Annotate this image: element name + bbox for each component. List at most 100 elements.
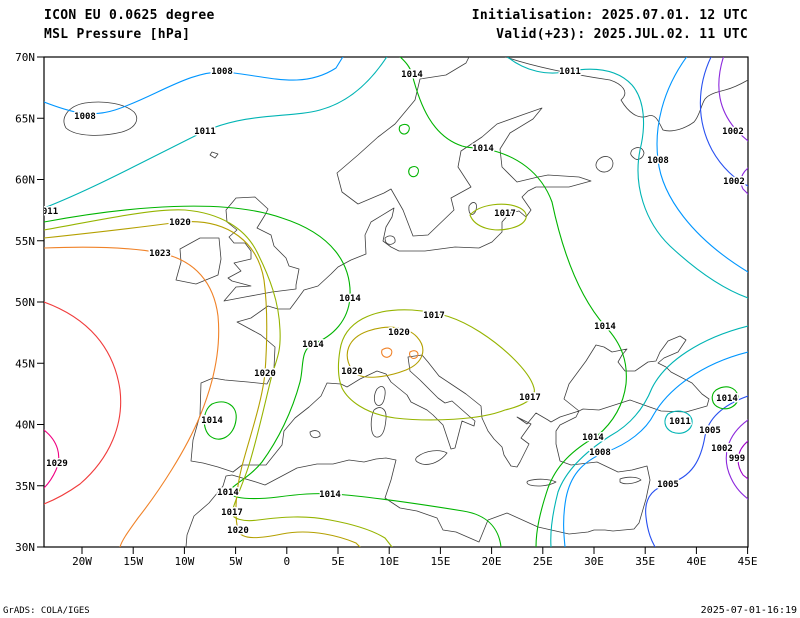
lon-tick-label: 45E — [738, 555, 758, 568]
coast-crete — [526, 478, 557, 487]
isobar-1023 — [381, 347, 393, 358]
lat-tick-label: 70N — [15, 51, 35, 64]
isobar-1011 — [44, 57, 388, 209]
lat-tick-label: 55N — [15, 235, 35, 248]
isobar-1017 — [469, 203, 527, 231]
lon-tick-label: 20E — [482, 555, 502, 568]
coast-zealand — [384, 235, 396, 245]
lon-tick-label: 0 — [283, 555, 290, 568]
lon-tick-label: 5W — [229, 555, 243, 568]
isobar-1002 — [740, 167, 748, 195]
valid-time: Valid(+23): 2025.JUL.02. 11 UTC — [496, 27, 748, 42]
map-frame — [43, 56, 749, 548]
isobar-1014 — [408, 166, 419, 178]
contour-label: 1011 — [559, 67, 581, 77]
lon-tick-label: 5E — [331, 555, 344, 568]
contour-label: 1014 — [339, 294, 361, 304]
contour-label: 1002 — [722, 127, 744, 137]
contour-label: 1014 — [401, 70, 423, 80]
lon-tick-label: 20W — [72, 555, 92, 568]
isobar-1017 — [337, 309, 535, 421]
contour-label: 011 — [42, 207, 58, 217]
isobar-1029 — [44, 429, 60, 489]
lat-tick-label: 40N — [15, 419, 35, 432]
contour-label: 1014 — [716, 394, 738, 404]
contour-label: 1011 — [669, 417, 691, 427]
isobar-1005 — [645, 395, 748, 547]
contour-label: 1020 — [388, 328, 410, 338]
contour-label: 1008 — [589, 448, 611, 458]
isobar-1014 — [711, 386, 739, 410]
isobar-1026 — [44, 301, 122, 505]
contour-label: 1029 — [46, 459, 68, 469]
lon-tick-label: 10E — [379, 555, 399, 568]
contour-label: 1017 — [423, 311, 445, 321]
isobar-1005 — [699, 57, 748, 187]
isobar-1014 — [399, 57, 627, 547]
contour-label: 1011 — [194, 127, 216, 137]
coast-corsica — [373, 386, 386, 406]
isobar-1008 — [563, 351, 748, 547]
lon-tick-label: 15E — [430, 555, 450, 568]
isobar-1008 — [44, 57, 344, 115]
contour-label: 1002 — [711, 444, 733, 454]
contour-label: 1002 — [723, 177, 745, 187]
isobar-999 — [737, 440, 748, 480]
init-time: Initialisation: 2025.07.01. 12 UTC — [472, 8, 748, 23]
contour-label: 1005 — [657, 480, 679, 490]
lon-tick-label: 30E — [584, 555, 604, 568]
contour-label: 1014 — [582, 433, 604, 443]
coastlines — [63, 57, 748, 547]
isobar-1002 — [725, 419, 748, 500]
isobar-1011 — [550, 325, 748, 547]
coast-black-sea — [563, 335, 710, 413]
coast-ireland — [175, 237, 222, 285]
model-title: ICON EU 0.0625 degree — [44, 8, 215, 23]
lon-tick-label: 10W — [174, 555, 194, 568]
contour-label: 1020 — [227, 526, 249, 536]
contour-label: 1023 — [149, 249, 171, 259]
contour-label: 1014 — [201, 416, 223, 426]
isobar-1011 — [664, 410, 693, 434]
coast-iceland — [63, 101, 138, 136]
coast-mediterranean — [185, 354, 651, 547]
isobar-1017 — [44, 209, 393, 547]
contour-label: 1008 — [647, 156, 669, 166]
contour-label: 1017 — [221, 508, 243, 518]
lon-tick-label: 25E — [533, 555, 553, 568]
contour-label: 1020 — [169, 218, 191, 228]
contour-label: 1014 — [217, 488, 239, 498]
isobar-1020 — [44, 221, 361, 547]
contour-label: 1014 — [594, 322, 616, 332]
isobar-1002 — [718, 57, 748, 142]
contour-label: 999 — [729, 454, 745, 464]
contour-label: 1014 — [302, 340, 324, 350]
contour-label: 1008 — [211, 67, 233, 77]
isobar-1014 — [398, 123, 410, 135]
lon-tick-label: 35E — [635, 555, 655, 568]
isobar-1014 — [44, 205, 502, 547]
coast-great-britain — [223, 196, 300, 302]
render-timestamp: 2025-07-01-16:19 — [701, 605, 797, 616]
lon-tick-label: 15W — [123, 555, 143, 568]
coast-lake-ladoga — [595, 156, 614, 173]
contour-label: 1014 — [319, 490, 341, 500]
coast-cyprus — [619, 476, 642, 485]
field-title: MSL Pressure [hPa] — [44, 27, 190, 42]
grads-credit: GrADS: COLA/IGES — [3, 606, 90, 616]
coast-sardinia — [370, 407, 387, 438]
lat-tick-label: 50N — [15, 296, 35, 309]
isobar-1020 — [346, 326, 424, 378]
contour-label: 1014 — [472, 144, 494, 154]
coast-white-sea — [504, 57, 748, 132]
lat-tick-label: 35N — [15, 480, 35, 493]
lat-tick-label: 65N — [15, 112, 35, 125]
coast-lake-onega — [630, 147, 645, 160]
contour-labels: 1008 1014 1011 1008 1011 1014 1002 1008 1002 1017… — [42, 66, 747, 538]
coast-faroe — [209, 151, 219, 159]
isobar-1014 — [203, 401, 237, 440]
contour-label: 1005 — [699, 426, 721, 436]
contour-label: 1020 — [341, 367, 363, 377]
contour-label: 1017 — [494, 209, 516, 219]
